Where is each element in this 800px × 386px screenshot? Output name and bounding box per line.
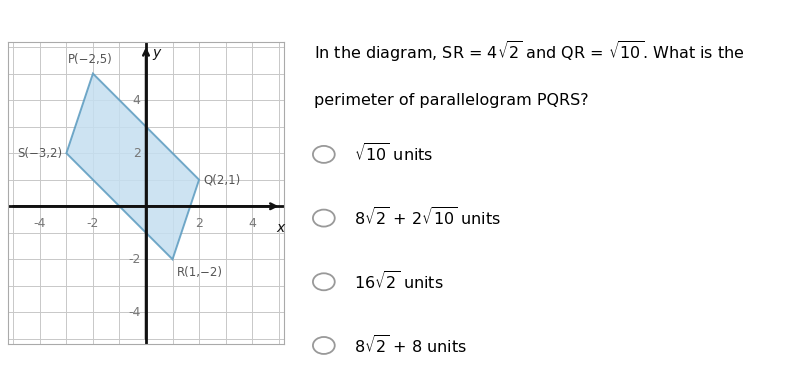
Text: perimeter of parallelogram PQRS?: perimeter of parallelogram PQRS?: [314, 93, 589, 108]
Text: In the diagram, SR = 4$\sqrt{2}$ and QR = $\sqrt{10}$. What is the: In the diagram, SR = 4$\sqrt{2}$ and QR …: [314, 39, 745, 64]
Text: -2: -2: [86, 217, 99, 230]
Text: $\sqrt{10}$ units: $\sqrt{10}$ units: [354, 143, 433, 166]
Text: 2: 2: [195, 217, 203, 230]
Text: Q(2,1): Q(2,1): [203, 173, 240, 186]
Text: 4: 4: [133, 94, 141, 107]
Text: $8\sqrt{2}$ + 8 units: $8\sqrt{2}$ + 8 units: [354, 334, 467, 357]
Text: -2: -2: [128, 253, 141, 266]
Text: y: y: [153, 46, 161, 60]
Text: x: x: [276, 221, 284, 235]
Text: 4: 4: [248, 217, 256, 230]
Polygon shape: [66, 74, 199, 259]
Text: $8\sqrt{2}$ + $2\sqrt{10}$ units: $8\sqrt{2}$ + $2\sqrt{10}$ units: [354, 207, 501, 229]
Text: P(−2,5): P(−2,5): [68, 52, 113, 66]
Text: R(1,−2): R(1,−2): [177, 266, 222, 279]
Text: 2: 2: [133, 147, 141, 160]
Text: -4: -4: [128, 306, 141, 319]
Text: -4: -4: [34, 217, 46, 230]
Text: S(−3,2): S(−3,2): [18, 147, 62, 160]
Text: $16\sqrt{2}$ units: $16\sqrt{2}$ units: [354, 271, 443, 293]
